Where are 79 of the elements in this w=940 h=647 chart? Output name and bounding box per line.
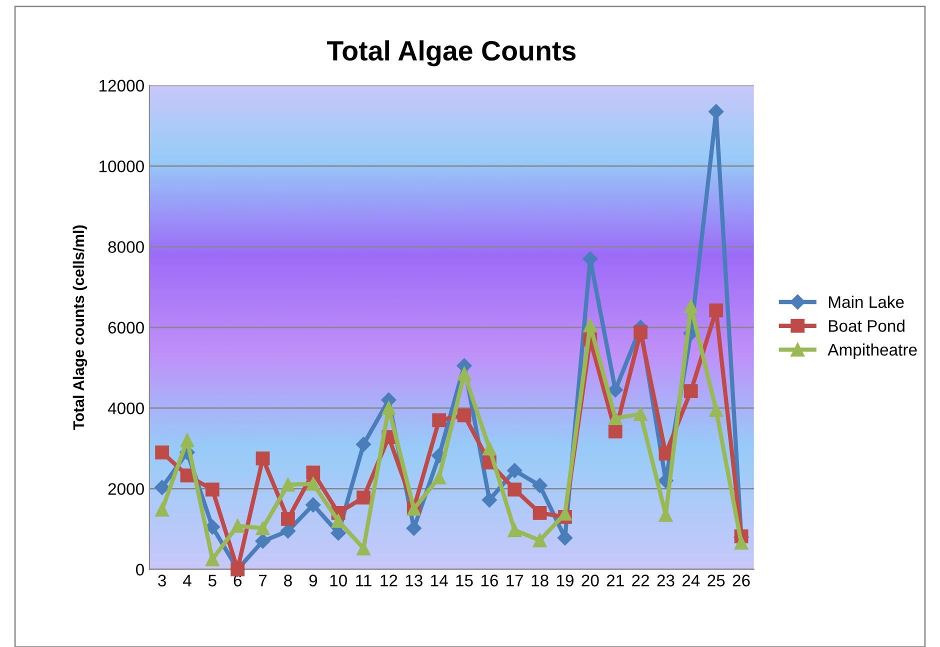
x-tick-label: 17 bbox=[506, 574, 524, 586]
x-tick-label: 13 bbox=[406, 574, 422, 586]
x-tick-label: 9 bbox=[309, 574, 317, 586]
x-tick-label: 19 bbox=[557, 574, 574, 586]
y-tick-label: 10000 bbox=[100, 160, 144, 172]
point bbox=[356, 436, 372, 452]
x-tick-label: 16 bbox=[481, 574, 498, 586]
point bbox=[532, 478, 548, 494]
point bbox=[205, 482, 220, 496]
point bbox=[255, 534, 270, 549]
point bbox=[306, 466, 320, 480]
point bbox=[482, 441, 496, 456]
x-tick-label: 4 bbox=[182, 574, 192, 586]
point bbox=[256, 521, 270, 536]
x-tick-label: 25 bbox=[708, 574, 725, 586]
point bbox=[306, 497, 321, 512]
x-tick-label: 22 bbox=[632, 574, 649, 586]
x-tick-label: 3 bbox=[158, 574, 166, 586]
x-tick-label: 12 bbox=[380, 574, 398, 586]
legend-label: Main Lake bbox=[829, 296, 904, 308]
point bbox=[482, 492, 498, 508]
point bbox=[331, 514, 346, 528]
x-tick-label: 14 bbox=[431, 574, 448, 586]
legend-label: Ampitheatre bbox=[828, 343, 917, 360]
point bbox=[155, 502, 169, 517]
x-tick-label: 11 bbox=[356, 574, 372, 586]
y-tick-label: 8000 bbox=[108, 241, 144, 253]
point bbox=[508, 523, 522, 538]
point bbox=[457, 408, 472, 422]
point bbox=[154, 480, 170, 496]
x-tick-label: 23 bbox=[657, 574, 674, 586]
legend-label: Boat Pond bbox=[829, 320, 904, 332]
point bbox=[180, 433, 194, 448]
y-axis-title: Total Alage counts (cells/ml) bbox=[72, 225, 88, 430]
point bbox=[508, 482, 522, 496]
point bbox=[734, 536, 748, 550]
x-tick-label: 26 bbox=[732, 574, 750, 586]
point bbox=[382, 401, 396, 415]
y-tick-label: 6000 bbox=[108, 322, 144, 334]
point bbox=[634, 407, 648, 422]
x-tick-label: 10 bbox=[330, 574, 347, 586]
point bbox=[256, 452, 270, 466]
point bbox=[230, 518, 245, 533]
y-tick-label: 4000 bbox=[108, 402, 144, 414]
point bbox=[306, 476, 320, 491]
x-tick-label: 20 bbox=[582, 574, 599, 586]
point bbox=[684, 299, 698, 314]
x-tick-label: 8 bbox=[284, 574, 292, 586]
x-tick-label: 24 bbox=[682, 574, 700, 586]
point bbox=[205, 552, 220, 566]
point bbox=[532, 506, 547, 520]
x-tick-label: 7 bbox=[259, 574, 267, 586]
y-tick-label: 12000 bbox=[100, 80, 144, 92]
point bbox=[432, 470, 446, 484]
y-tick-label: 2000 bbox=[108, 483, 144, 495]
point bbox=[507, 462, 522, 478]
point bbox=[582, 251, 598, 266]
x-tick-label: 15 bbox=[456, 574, 473, 586]
x-tick-label: 21 bbox=[606, 574, 624, 586]
point bbox=[709, 304, 724, 318]
point bbox=[558, 506, 572, 521]
point bbox=[634, 325, 648, 340]
chart-title: Total Algae Counts bbox=[326, 40, 576, 66]
point bbox=[583, 318, 598, 332]
point bbox=[356, 541, 370, 556]
point bbox=[684, 384, 698, 398]
point bbox=[432, 413, 446, 428]
point bbox=[608, 411, 622, 426]
point bbox=[281, 478, 295, 492]
point bbox=[532, 533, 547, 548]
point bbox=[608, 424, 622, 438]
point bbox=[457, 366, 472, 381]
point bbox=[155, 445, 169, 460]
point bbox=[281, 512, 295, 526]
x-tick-label: 5 bbox=[208, 574, 216, 586]
x-tick-label: 18 bbox=[532, 574, 548, 586]
point bbox=[356, 490, 370, 505]
y-tick-label: 0 bbox=[136, 564, 144, 576]
point bbox=[709, 403, 724, 418]
